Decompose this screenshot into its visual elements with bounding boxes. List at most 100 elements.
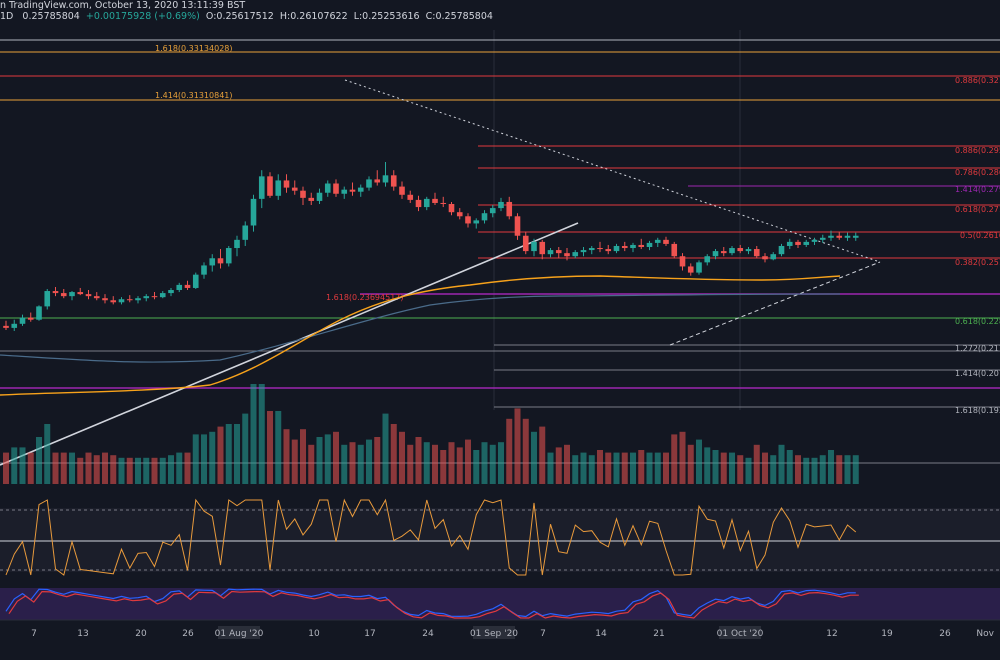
volume-bar <box>630 452 636 484</box>
volume-bar <box>836 455 843 484</box>
volume-bar <box>720 452 727 484</box>
rsi-panel <box>0 508 1000 572</box>
x-axis-label: 12 <box>826 629 837 639</box>
x-axis-label: 7 <box>31 629 37 639</box>
volume-bar <box>580 452 587 484</box>
candle-body <box>720 251 727 254</box>
volume-bar <box>366 439 372 484</box>
volume-bar <box>151 457 158 484</box>
volume-bar <box>572 455 579 484</box>
x-axis-label: 26 <box>182 629 194 639</box>
ohlc-readout: 1D 0.25785804 +0.00175928 (+0.69%) O:0.2… <box>0 11 493 22</box>
candle-body <box>597 248 603 250</box>
candle-body <box>786 241 793 246</box>
candle-body <box>3 325 9 328</box>
candle-body <box>522 235 529 252</box>
volume-bar <box>217 426 224 484</box>
candle-body <box>407 194 414 200</box>
price-change: +0.00175928 (+0.69%) <box>85 11 200 22</box>
candle-body <box>126 299 133 301</box>
candle-body <box>168 290 174 294</box>
volume-bar <box>184 452 191 484</box>
fib-label-1414-purple: 1.414(0.27972 <box>955 185 1000 194</box>
x-axis-label: 19 <box>881 629 893 639</box>
candle-body <box>283 180 290 188</box>
candle-body <box>844 235 851 238</box>
candle-body <box>110 300 117 303</box>
volume-bar <box>126 457 133 484</box>
candle-body <box>118 299 125 303</box>
candle-body <box>316 192 323 201</box>
close-value: C:0.25785804 <box>425 11 493 22</box>
volume-bar <box>308 444 315 484</box>
candle-body <box>308 197 315 201</box>
volume-bar <box>44 424 51 484</box>
candle-body <box>366 179 372 188</box>
candle-body <box>679 256 686 267</box>
fib-label-05: 0.5(0.26165 <box>960 231 1000 240</box>
volume-bar <box>52 452 59 484</box>
candle-body <box>192 274 199 288</box>
volume-bar <box>36 437 42 484</box>
volume-bar <box>819 455 826 484</box>
candle-body <box>588 248 595 251</box>
volume-bar <box>159 457 166 484</box>
candle-body <box>646 242 653 248</box>
candle-body <box>489 208 496 214</box>
candle-body <box>456 212 463 217</box>
candle-body <box>36 306 42 320</box>
volume-bar <box>225 424 232 484</box>
candle-body <box>811 239 818 242</box>
candle-body <box>687 266 694 273</box>
candle-body <box>151 296 158 298</box>
volume-bar <box>564 444 570 484</box>
date-highlight-box <box>473 626 515 639</box>
candle-body <box>300 190 306 198</box>
volume-bar <box>696 439 702 484</box>
volume-bar <box>176 452 183 484</box>
candle-body <box>630 244 636 249</box>
candle-body <box>555 250 562 254</box>
fib-label-1618-top: 1.618(0.33134028) <box>155 44 233 53</box>
volume-bar <box>597 450 603 484</box>
candle-body <box>564 253 570 257</box>
descending-trendline <box>344 79 881 263</box>
volume-bar <box>679 431 686 484</box>
candle-body <box>217 258 224 264</box>
volume-bar <box>588 455 595 484</box>
candle-body <box>415 199 422 208</box>
volume-bar <box>638 450 645 484</box>
volume-bar <box>201 434 207 484</box>
volume-bar <box>432 444 438 484</box>
volume-bar <box>390 424 397 484</box>
candle-body <box>506 201 513 217</box>
candle-body <box>382 175 389 183</box>
volume-bar <box>110 455 117 484</box>
volume-bar <box>234 424 240 484</box>
candle-body <box>481 213 488 221</box>
candle-body <box>836 235 843 238</box>
low-value: L:0.25253616 <box>353 11 420 22</box>
volume-bar <box>250 384 257 484</box>
volume-bar <box>745 457 752 484</box>
candle-body <box>225 248 232 264</box>
volume-bar <box>737 455 744 484</box>
candle-body <box>621 245 628 249</box>
last-price: 0.25785804 <box>22 11 80 22</box>
candle-body <box>770 254 777 260</box>
stoch-k-line <box>5 588 856 618</box>
volume-bar <box>605 452 612 484</box>
candle-body <box>102 298 108 301</box>
source-line: n TradingView.com, October 13, 2020 13:1… <box>0 0 246 11</box>
volume-group <box>3 384 859 484</box>
fib-label-1414-top: 1.414(0.31310841) <box>155 91 233 100</box>
candle-body <box>432 198 438 203</box>
x-axis-label: 20 <box>135 629 147 639</box>
volume-bar <box>811 457 818 484</box>
candle-body <box>242 225 249 240</box>
volume-bar <box>357 444 364 484</box>
candle-body <box>234 239 240 249</box>
volume-bar <box>341 444 348 484</box>
volume-bar <box>3 452 9 484</box>
